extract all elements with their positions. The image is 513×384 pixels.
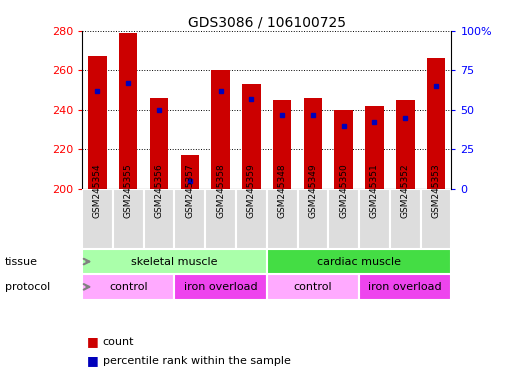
- Text: iron overload: iron overload: [184, 282, 258, 292]
- Bar: [174, 189, 205, 249]
- Bar: [334, 110, 353, 189]
- Text: percentile rank within the sample: percentile rank within the sample: [103, 356, 290, 366]
- Text: GSM245353: GSM245353: [431, 163, 441, 218]
- Text: iron overload: iron overload: [368, 282, 442, 292]
- Bar: [396, 100, 415, 189]
- Bar: [273, 100, 291, 189]
- Bar: [267, 189, 298, 249]
- Text: cardiac muscle: cardiac muscle: [317, 257, 401, 266]
- Bar: [236, 189, 267, 249]
- Bar: [82, 249, 267, 274]
- Bar: [267, 249, 451, 274]
- Bar: [174, 274, 267, 300]
- Bar: [359, 189, 390, 249]
- Text: GSM245356: GSM245356: [154, 163, 164, 218]
- Text: tissue: tissue: [5, 257, 38, 266]
- Bar: [119, 33, 137, 189]
- Text: GSM245352: GSM245352: [401, 163, 410, 218]
- Bar: [304, 98, 322, 189]
- Text: count: count: [103, 337, 134, 347]
- Bar: [144, 189, 174, 249]
- Bar: [211, 70, 230, 189]
- Text: GSM245359: GSM245359: [247, 163, 256, 218]
- Bar: [82, 274, 174, 300]
- Text: ■: ■: [87, 335, 103, 348]
- Bar: [390, 189, 421, 249]
- Text: GSM245351: GSM245351: [370, 163, 379, 218]
- Bar: [359, 274, 451, 300]
- Text: ■: ■: [87, 354, 103, 367]
- Bar: [205, 189, 236, 249]
- Text: skeletal muscle: skeletal muscle: [131, 257, 218, 266]
- Text: control: control: [293, 282, 332, 292]
- Text: GSM245349: GSM245349: [308, 163, 318, 218]
- Bar: [150, 98, 168, 189]
- Text: GSM245350: GSM245350: [339, 163, 348, 218]
- Bar: [82, 189, 113, 249]
- Text: GSM245348: GSM245348: [278, 163, 287, 218]
- Text: protocol: protocol: [5, 282, 50, 292]
- Bar: [267, 274, 359, 300]
- Bar: [421, 189, 451, 249]
- Bar: [181, 155, 199, 189]
- Bar: [427, 58, 445, 189]
- Text: GSM245357: GSM245357: [185, 163, 194, 218]
- Text: GSM245358: GSM245358: [216, 163, 225, 218]
- Bar: [242, 84, 261, 189]
- Bar: [113, 189, 144, 249]
- Bar: [365, 106, 384, 189]
- Text: GSM245354: GSM245354: [93, 163, 102, 218]
- Bar: [88, 56, 107, 189]
- Text: GSM245355: GSM245355: [124, 163, 133, 218]
- Bar: [328, 189, 359, 249]
- Bar: [298, 189, 328, 249]
- Text: control: control: [109, 282, 148, 292]
- Title: GDS3086 / 106100725: GDS3086 / 106100725: [188, 16, 346, 30]
